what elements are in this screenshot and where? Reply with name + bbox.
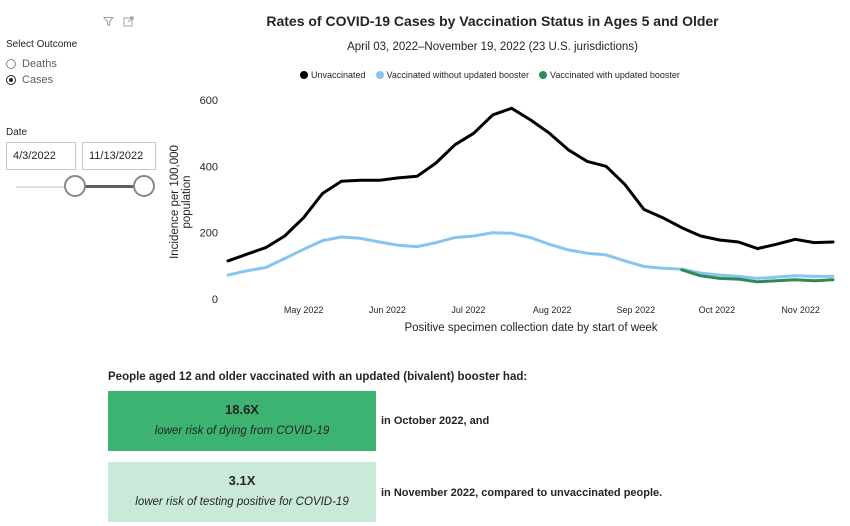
card-note: in November 2022, compared to unvaccinat… [381,487,663,499]
legend-item-vaccinated-booster[interactable]: Vaccinated with updated booster [538,70,680,80]
outcome-option-deaths[interactable]: Deaths [6,58,57,70]
legend-marker [300,71,308,79]
legend-marker [538,71,547,79]
outcome-option-label: Deaths [22,58,57,70]
date-slicer-title: Date [6,127,28,138]
card-value: 18.6X [225,402,259,417]
legend-item-unvaccinated[interactable]: Unvaccinated [300,70,366,80]
x-tick-label: Nov 2022 [781,305,820,315]
card-description: lower risk of dying from COVID-19 [154,425,330,437]
y-tick-label: 600 [200,95,218,107]
series-line-2 [226,231,835,280]
outcome-option-cases[interactable]: Cases [6,74,53,86]
x-tick-label: Aug 2022 [533,305,572,315]
card-description: lower risk of testing positive for COVID… [135,496,349,508]
date-slider-start-handle[interactable] [64,175,86,197]
x-axis-title: Positive specimen collection date by sta… [404,322,658,334]
series-line-1 [226,106,835,263]
end-date-input[interactable]: 11/13/2022 [82,142,156,170]
y-tick-label: 400 [200,161,218,173]
card-value: 3.1X [228,473,256,488]
date-slider-end-handle[interactable] [133,175,155,197]
visual-header-icons [103,16,134,27]
legend-marker [375,71,384,79]
case-risk-card: 3.1X lower risk of testing positive for … [108,462,376,522]
death-risk-card: 18.6X lower risk of dying from COVID-19 [108,391,376,451]
card-note: in October 2022, and [381,415,490,427]
expand-icon[interactable] [123,16,134,27]
x-tick-label: Oct 2022 [699,305,736,315]
legend-label: Vaccinated with updated booster [549,70,680,80]
filter-icon[interactable] [103,16,114,27]
outcome-slicer-title: Select Outcome [6,39,78,50]
chart-subtitle: April 03, 2022–November 19, 2022 (23 U.S… [347,41,638,53]
legend-label: Unvaccinated [311,70,366,80]
start-date-input[interactable]: 4/3/2022 [6,142,76,170]
date-slider-range [75,185,144,188]
x-tick-label: May 2022 [284,305,324,315]
chart-legend: Unvaccinated Vaccinated without updated … [300,70,680,80]
x-tick-label: Jun 2022 [369,305,406,315]
legend-label: Vaccinated without updated booster [386,70,529,80]
x-tick-label: Sep 2022 [617,305,656,315]
legend-item-vaccinated-no-booster[interactable]: Vaccinated without updated booster [375,70,529,80]
x-tick-label: Jul 2022 [451,305,485,315]
outcome-option-label: Cases [22,74,54,86]
summary-heading: People aged 12 and older vaccinated with… [108,371,528,383]
series-line-3 [680,268,835,284]
radio-button-selected[interactable] [6,75,16,85]
chart-title: Rates of COVID-19 Cases by Vaccination S… [266,13,719,29]
y-tick-label: 200 [200,228,218,240]
radio-button[interactable] [6,59,16,69]
y-tick-label: 0 [212,294,218,306]
